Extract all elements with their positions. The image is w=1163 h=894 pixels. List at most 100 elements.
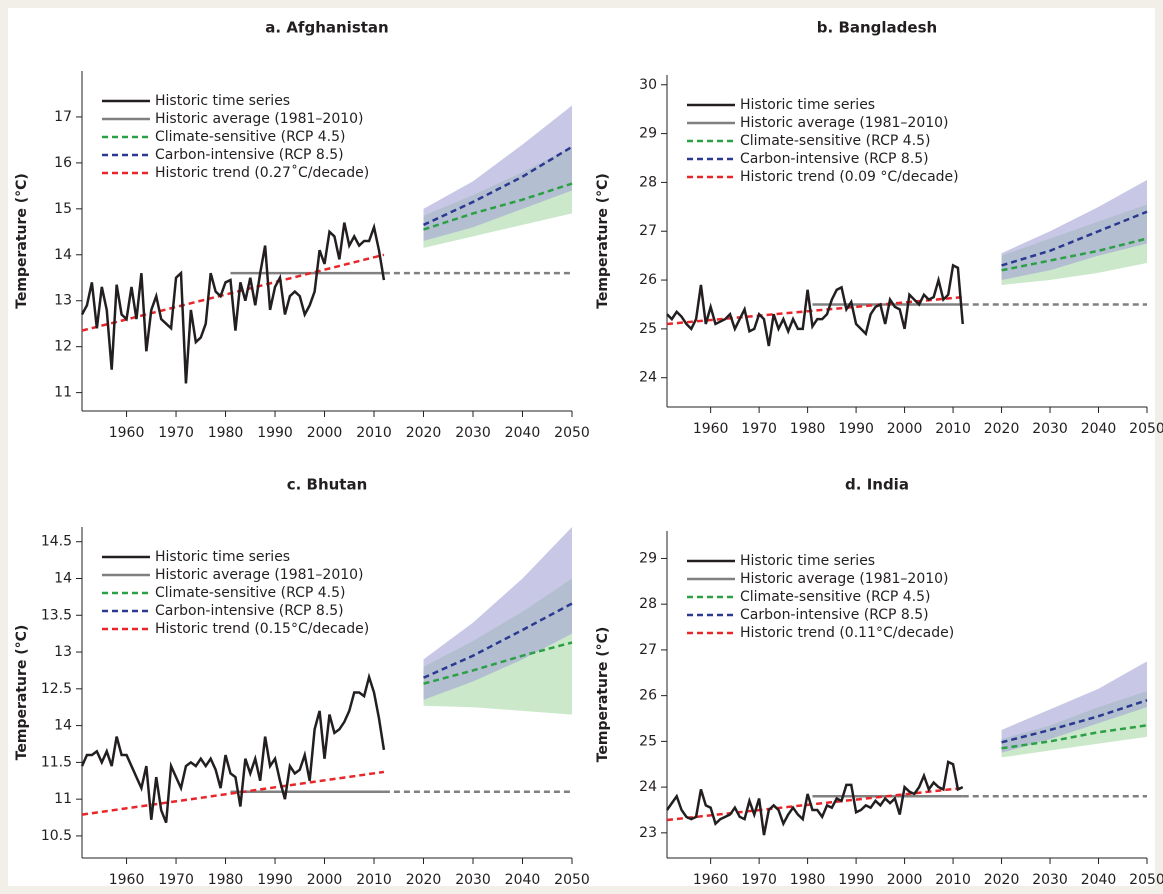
projection-band	[1001, 661, 1147, 753]
y-tick-label: 13.5	[41, 607, 72, 623]
x-tick-label: 1980	[790, 872, 826, 888]
y-tick-label: 26	[639, 688, 657, 704]
y-tick-label: 29	[639, 550, 657, 566]
y-tick-label: 28	[639, 174, 657, 190]
y-tick-label: 15	[54, 201, 72, 217]
y-tick-label: 11	[54, 385, 72, 401]
x-tick-label: 2050	[554, 425, 590, 441]
y-tick-label: 14	[54, 718, 72, 734]
x-tick-label: 1980	[790, 421, 826, 437]
y-tick-label: 13	[54, 293, 72, 309]
y-tick-label: 25	[639, 321, 657, 337]
legend-label: Historic time series	[155, 549, 290, 565]
x-tick-label: 2010	[356, 872, 392, 888]
projection-band	[423, 527, 572, 700]
legend-label: Carbon-intensive (RCP 8.5)	[740, 151, 929, 167]
x-tick-label: 2030	[455, 425, 491, 441]
y-tick-label: 26	[639, 272, 657, 288]
y-axis-label: Temperature (°C)	[595, 627, 611, 763]
legend-label: Historic average (1981–2010)	[155, 567, 364, 583]
legend-label: Historic time series	[740, 97, 875, 113]
series-line	[423, 602, 573, 679]
x-tick-label: 2050	[1129, 872, 1163, 888]
chart-title: a. Afghanistan	[265, 19, 388, 37]
y-tick-label: 28	[639, 596, 657, 612]
y-tick-label: 14.5	[41, 534, 72, 550]
series-line	[80, 222, 386, 384]
y-tick-label: 25	[639, 733, 657, 749]
x-tick-label: 1960	[693, 872, 729, 888]
chart-panel: d. India Temperature (°C) 23 24 25 26 27 28 29 19…	[595, 476, 1163, 889]
y-tick-label: 27	[639, 642, 657, 658]
x-tick-label: 2000	[887, 872, 923, 888]
x-tick-label: 1990	[257, 872, 293, 888]
chart-panel: a. Afghanistan Temperature (°C) 11 12 13 14 15…	[14, 19, 590, 442]
projection-band	[1001, 179, 1147, 281]
legend-label: Historic trend (0.11°C/decade)	[740, 625, 954, 641]
x-tick-label: 2020	[984, 421, 1020, 437]
y-tick-label: 11.5	[41, 754, 72, 770]
y-tick-label: 27	[639, 223, 657, 239]
x-tick-label: 2050	[1129, 421, 1163, 437]
x-tick-label: 2020	[406, 425, 442, 441]
x-tick-label: 1980	[208, 425, 244, 441]
x-tick-label: 2040	[505, 425, 541, 441]
series-line	[81, 770, 385, 816]
series-line	[80, 672, 386, 824]
x-tick-label: 2000	[307, 872, 343, 888]
x-tick-label: 1990	[257, 425, 293, 441]
x-tick-label: 1960	[693, 421, 729, 437]
series-line	[1001, 237, 1148, 272]
chart-title: b. Bangladesh	[817, 19, 937, 37]
y-tick-label: 12.5	[41, 681, 72, 697]
legend-label: Historic time series	[740, 553, 875, 569]
chart-title: c. Bhutan	[287, 476, 368, 494]
x-tick-label: 2020	[406, 872, 442, 888]
y-tick-label: 10.5	[41, 828, 72, 844]
y-tick-label: 30	[639, 77, 657, 93]
y-tick-label: 23	[639, 825, 657, 841]
y-tick-label: 14	[54, 570, 72, 586]
series-line	[666, 263, 965, 347]
x-tick-label: 1970	[741, 421, 777, 437]
legend-label: Carbon-intensive (RCP 8.5)	[740, 607, 929, 623]
legend-label: Climate-sensitive (RCP 4.5)	[155, 585, 346, 601]
legend-label: Historic trend (0.27˚C/decade)	[155, 164, 369, 181]
legend-label: Carbon-intensive (RCP 8.5)	[155, 147, 344, 163]
x-tick-label: 1990	[838, 872, 874, 888]
legend-label: Historic average (1981–2010)	[740, 571, 949, 587]
x-tick-label: 2000	[307, 425, 343, 441]
y-tick-label: 13	[54, 644, 72, 660]
x-tick-label: 1960	[109, 872, 145, 888]
series-line	[1001, 724, 1148, 750]
y-tick-label: 17	[54, 109, 72, 125]
legend-label: Climate-sensitive (RCP 4.5)	[740, 589, 931, 605]
legend-label: Historic trend (0.15°C/decade)	[155, 621, 369, 637]
x-tick-label: 2020	[984, 872, 1020, 888]
legend-label: Historic trend (0.09 °C/decade)	[740, 169, 959, 185]
legend-label: Climate-sensitive (RCP 4.5)	[740, 133, 931, 149]
chart-panel: c. Bhutan Temperature (°C) 10.5 11 11.5 14 12.…	[14, 476, 590, 889]
legend-label: Historic average (1981–2010)	[740, 115, 949, 131]
y-axis-label: Temperature (°C)	[14, 625, 30, 761]
x-tick-label: 1970	[158, 425, 194, 441]
y-tick-label: 14	[54, 247, 72, 263]
x-tick-label: 2010	[356, 425, 392, 441]
y-axis-label: Temperature (°C)	[14, 173, 30, 309]
x-tick-label: 2030	[1032, 872, 1068, 888]
series-line	[1001, 699, 1148, 744]
y-tick-label: 11	[54, 791, 72, 807]
x-tick-label: 1980	[208, 872, 244, 888]
x-tick-label: 1970	[741, 872, 777, 888]
x-tick-label: 2030	[455, 872, 491, 888]
series-line	[1001, 210, 1148, 267]
x-tick-label: 2000	[887, 421, 923, 437]
chart-panel: b. Bangladesh Temperature (°C) 24 25 26 27 28 2…	[595, 19, 1163, 438]
x-tick-label: 1960	[109, 425, 145, 441]
series-line	[423, 641, 573, 685]
x-tick-label: 2040	[1081, 872, 1117, 888]
x-tick-label: 2010	[935, 872, 971, 888]
legend-label: Historic average (1981–2010)	[155, 111, 364, 127]
